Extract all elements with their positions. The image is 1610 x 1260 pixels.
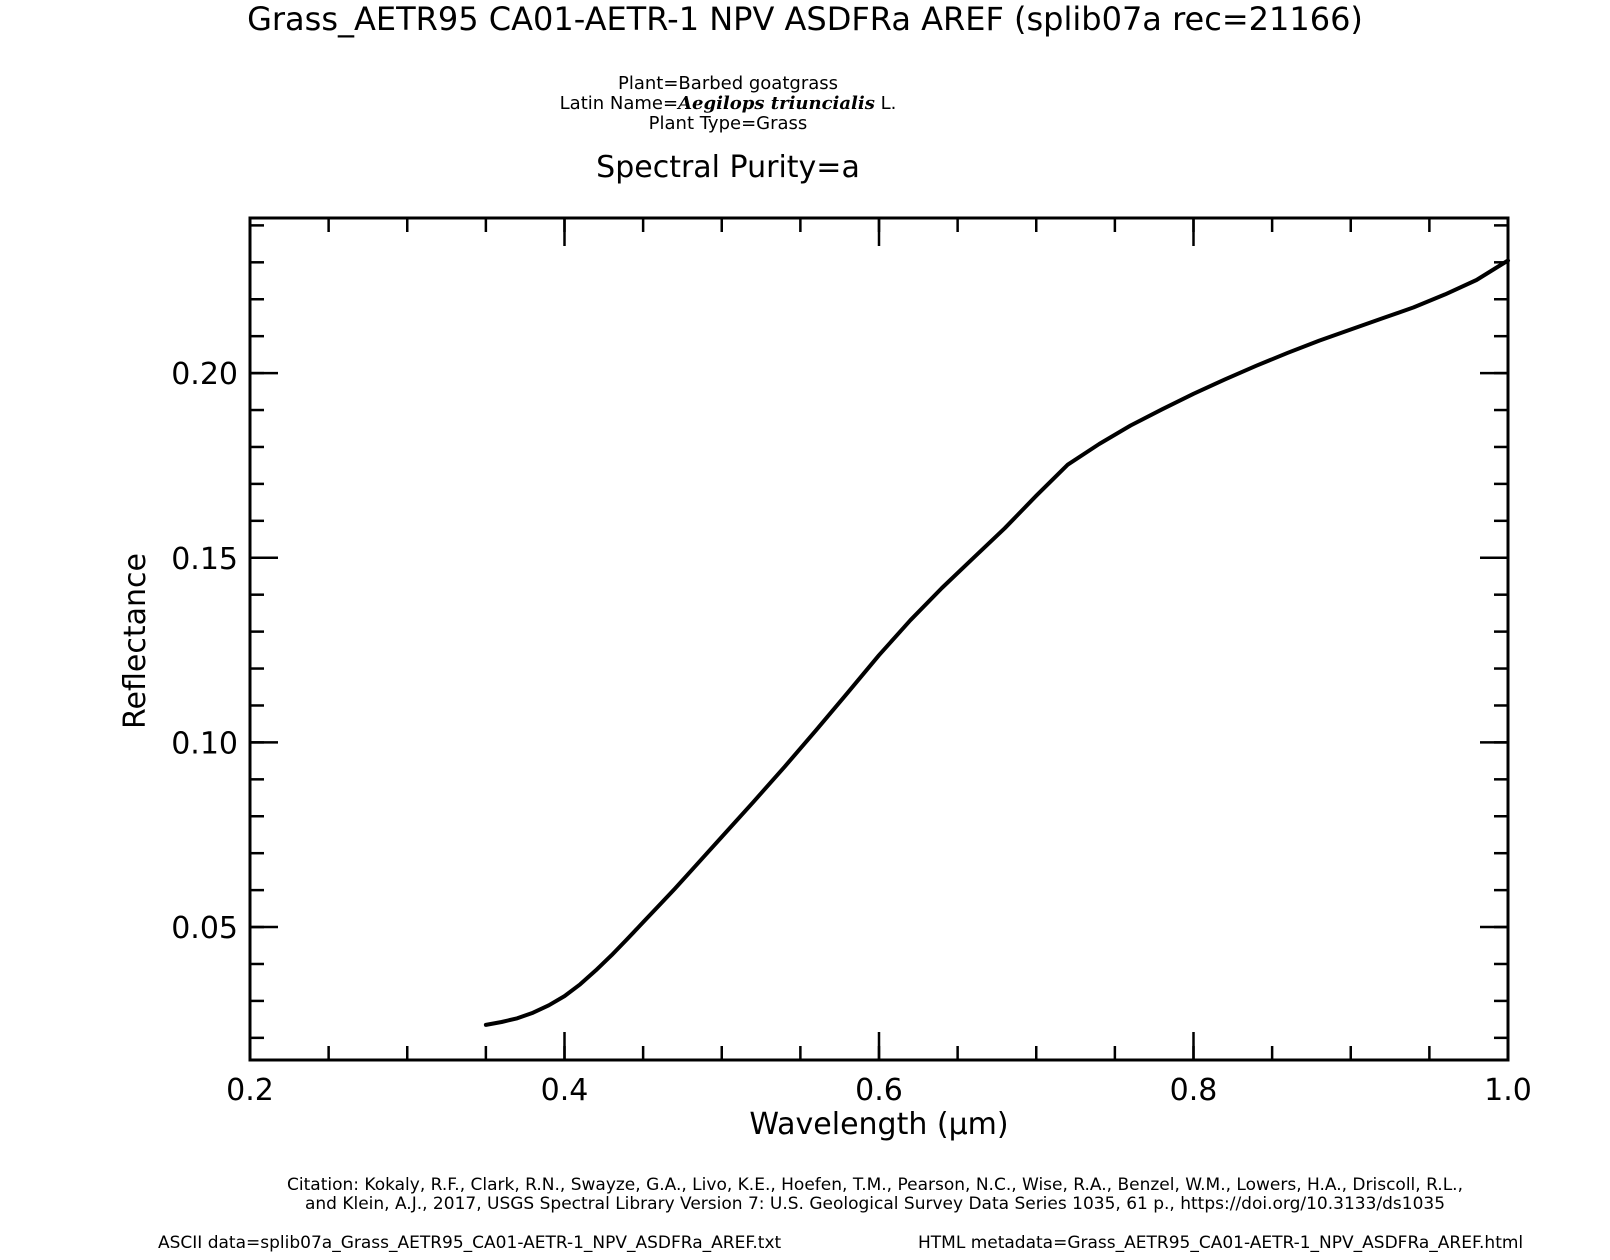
x-tick-label: 0.6: [855, 1073, 903, 1108]
citation-line-2: and Klein, A.J., 2017, USGS Spectral Lib…: [304, 1194, 1446, 1214]
x-tick-label: 0.8: [1170, 1073, 1218, 1108]
html-metadata-filename: HTML metadata=Grass_AETR95_CA01-AETR-1_N…: [918, 1233, 1524, 1253]
axis-tick-labels: 0.2 0.4 0.6 0.8 1.0 0.05 0.10 0.15 0.20: [171, 357, 1532, 1108]
latin-name-line: Latin Name=Aegilops triuncialis L.: [0, 94, 1456, 114]
x-tick-label: 0.2: [226, 1073, 274, 1108]
latin-name-prefix: Latin Name=: [559, 93, 679, 114]
latin-name-suffix: L.: [874, 93, 897, 114]
citation-line-1: Citation: Kokaly, R.F., Clark, R.N., Swa…: [287, 1175, 1463, 1195]
x-tick-label: 1.0: [1484, 1073, 1532, 1108]
plant-name: Plant=Barbed goatgrass: [618, 73, 838, 94]
plot-frame: [248, 216, 1510, 1062]
y-axis-label: Reflectance: [118, 553, 153, 729]
citation: Citation: Kokaly, R.F., Clark, R.N., Swa…: [185, 1176, 1565, 1214]
y-tick-label: 0.10: [171, 726, 238, 761]
x-axis-label: Wavelength (μm): [749, 1107, 1008, 1142]
chart-title: Grass_AETR95 CA01-AETR-1 NPV ASDFRa AREF…: [247, 0, 1363, 38]
x-tick-label: 0.4: [541, 1073, 589, 1108]
ascii-data-filename: ASCII data=splib07a_Grass_AETR95_CA01-AE…: [158, 1233, 782, 1253]
spectral-purity: Spectral Purity=a: [596, 150, 860, 185]
y-tick-label: 0.20: [171, 357, 238, 392]
y-tick-label: 0.05: [171, 911, 238, 946]
axis-ticks: [248, 218, 1510, 1060]
reflectance-series-line: [483, 258, 1510, 1027]
plant-metadata: Plant=Barbed goatgrass Latin Name=Aegilo…: [0, 74, 1456, 134]
y-tick-label: 0.15: [171, 542, 238, 577]
latin-name: Aegilops triuncialis: [678, 93, 875, 114]
plant-type: Plant Type=Grass: [648, 113, 808, 134]
